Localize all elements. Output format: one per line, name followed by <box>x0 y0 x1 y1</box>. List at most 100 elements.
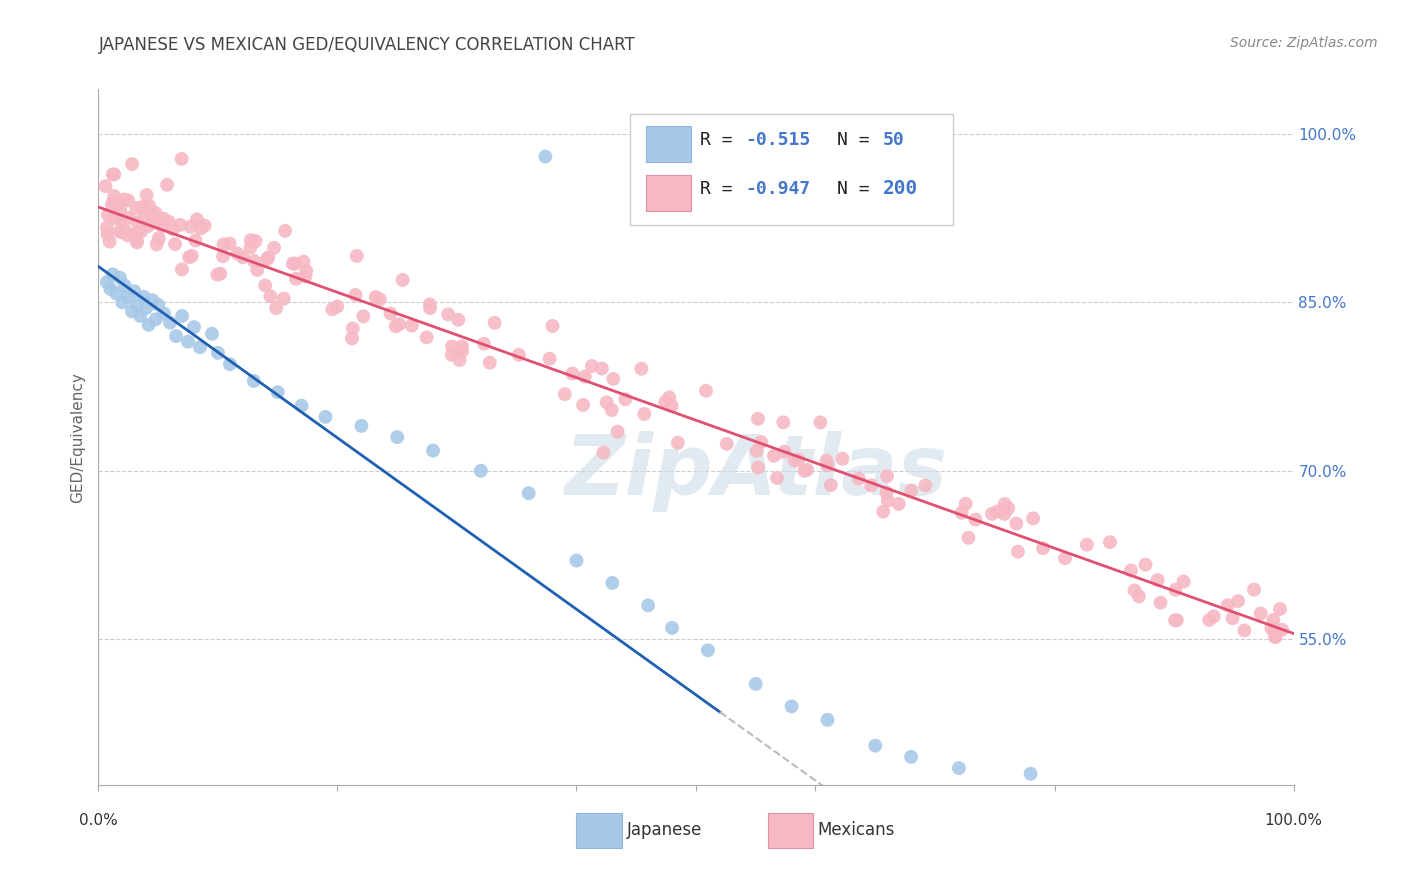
Point <box>110 225 132 239</box>
Point <box>98 235 121 249</box>
Point <box>117 194 139 208</box>
Point <box>243 374 266 388</box>
Point <box>965 512 987 526</box>
Point <box>125 298 148 312</box>
Point <box>257 250 280 264</box>
Point <box>820 478 842 492</box>
Point <box>749 435 772 450</box>
Point <box>561 367 583 381</box>
Point <box>264 301 287 315</box>
Point <box>163 237 186 252</box>
Point <box>105 286 128 301</box>
Point <box>534 149 557 163</box>
Point <box>129 309 152 323</box>
Point <box>1007 544 1029 558</box>
Text: 200: 200 <box>883 179 918 198</box>
Point <box>239 240 262 254</box>
Point <box>384 319 406 334</box>
Point <box>364 290 387 304</box>
Point <box>848 472 870 486</box>
Point <box>630 361 652 376</box>
Point <box>259 289 281 303</box>
Point <box>872 505 894 519</box>
Point <box>145 312 167 326</box>
Text: Mexicans: Mexicans <box>818 822 896 839</box>
Text: Source: ZipAtlas.com: Source: ZipAtlas.com <box>1230 36 1378 50</box>
Point <box>661 621 683 635</box>
Point <box>267 385 290 400</box>
Point <box>1250 607 1272 621</box>
Point <box>470 464 492 478</box>
Point <box>326 300 349 314</box>
Point <box>165 329 187 343</box>
Point <box>1233 624 1256 638</box>
Point <box>256 252 278 267</box>
Point <box>125 201 148 215</box>
Point <box>350 418 373 433</box>
Point <box>94 179 117 194</box>
Point <box>1243 582 1265 597</box>
Point <box>121 304 143 318</box>
Y-axis label: GED/Equivalency: GED/Equivalency <box>70 372 86 502</box>
Point <box>697 643 720 657</box>
Point <box>273 292 295 306</box>
Point <box>1135 558 1157 572</box>
Point <box>865 739 887 753</box>
Point <box>98 282 122 296</box>
Point <box>131 200 153 214</box>
Point <box>141 293 163 308</box>
Point <box>637 599 659 613</box>
Point <box>207 268 229 282</box>
Point <box>315 409 337 424</box>
Point <box>581 359 603 373</box>
Point <box>352 310 374 324</box>
Point <box>451 344 474 359</box>
Point <box>745 443 768 458</box>
Point <box>484 316 506 330</box>
Point <box>1166 613 1188 627</box>
Point <box>254 278 277 293</box>
Point <box>1216 599 1239 613</box>
Point <box>243 253 266 268</box>
Point <box>716 437 738 451</box>
Point <box>180 219 202 234</box>
Point <box>565 553 588 567</box>
Point <box>773 444 796 458</box>
Point <box>169 218 191 232</box>
Point <box>385 430 409 444</box>
Point <box>177 334 200 349</box>
Point <box>796 463 818 477</box>
Point <box>285 272 308 286</box>
FancyBboxPatch shape <box>630 113 953 225</box>
Text: ZipAtlas: ZipAtlas <box>564 432 948 512</box>
Point <box>145 237 167 252</box>
Point <box>346 249 368 263</box>
Point <box>117 228 139 243</box>
Text: 0.0%: 0.0% <box>79 813 118 828</box>
Point <box>654 395 676 409</box>
Point <box>447 313 470 327</box>
Point <box>574 369 596 384</box>
Point <box>747 460 769 475</box>
Point <box>508 348 530 362</box>
Point <box>401 318 423 333</box>
Point <box>695 384 717 398</box>
Point <box>263 241 285 255</box>
Point <box>900 750 922 764</box>
Point <box>440 348 463 362</box>
Point <box>1054 551 1077 566</box>
Point <box>129 224 152 238</box>
Point <box>207 346 229 360</box>
Point <box>132 290 155 304</box>
Point <box>342 321 364 335</box>
Point <box>591 361 613 376</box>
Point <box>121 227 143 242</box>
Point <box>415 330 437 344</box>
Point <box>380 307 402 321</box>
Point <box>121 157 143 171</box>
Point <box>538 351 561 366</box>
Point <box>817 458 839 473</box>
Point <box>747 412 769 426</box>
Point <box>344 288 367 302</box>
Point <box>661 399 683 413</box>
